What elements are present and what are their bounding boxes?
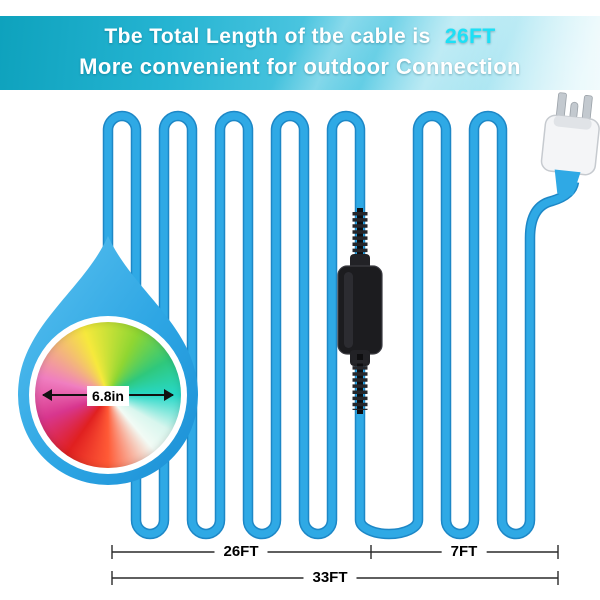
diameter-label: 6.8in [87, 386, 129, 406]
dimension-label-total: 33FT [303, 569, 357, 587]
banner-title: Tbe Total Length of tbe cable is 26FT [0, 25, 600, 49]
dimension-label-left: 26FT [214, 543, 268, 561]
inline-adapter [337, 208, 383, 414]
adapter-body-highlight [344, 272, 353, 348]
plug-cable-boot [554, 169, 581, 197]
promo-banner: Tbe Total Length of tbe cable is 26FT Mo… [0, 16, 600, 90]
power-plug [540, 92, 600, 197]
rgb-pool-light: 6.8in [13, 232, 203, 492]
banner-title-text: Tbe Total Length of tbe cable is [104, 25, 431, 48]
cable [104, 112, 578, 538]
banner-subtitle: More convenient for outdoor Connection [79, 54, 521, 79]
banner-title-highlight: 26FT [444, 25, 496, 48]
arrow-right-icon [164, 389, 174, 401]
dimension-label-right: 7FT [441, 543, 487, 561]
plug-face [553, 115, 592, 130]
arrow-left-icon [42, 389, 52, 401]
